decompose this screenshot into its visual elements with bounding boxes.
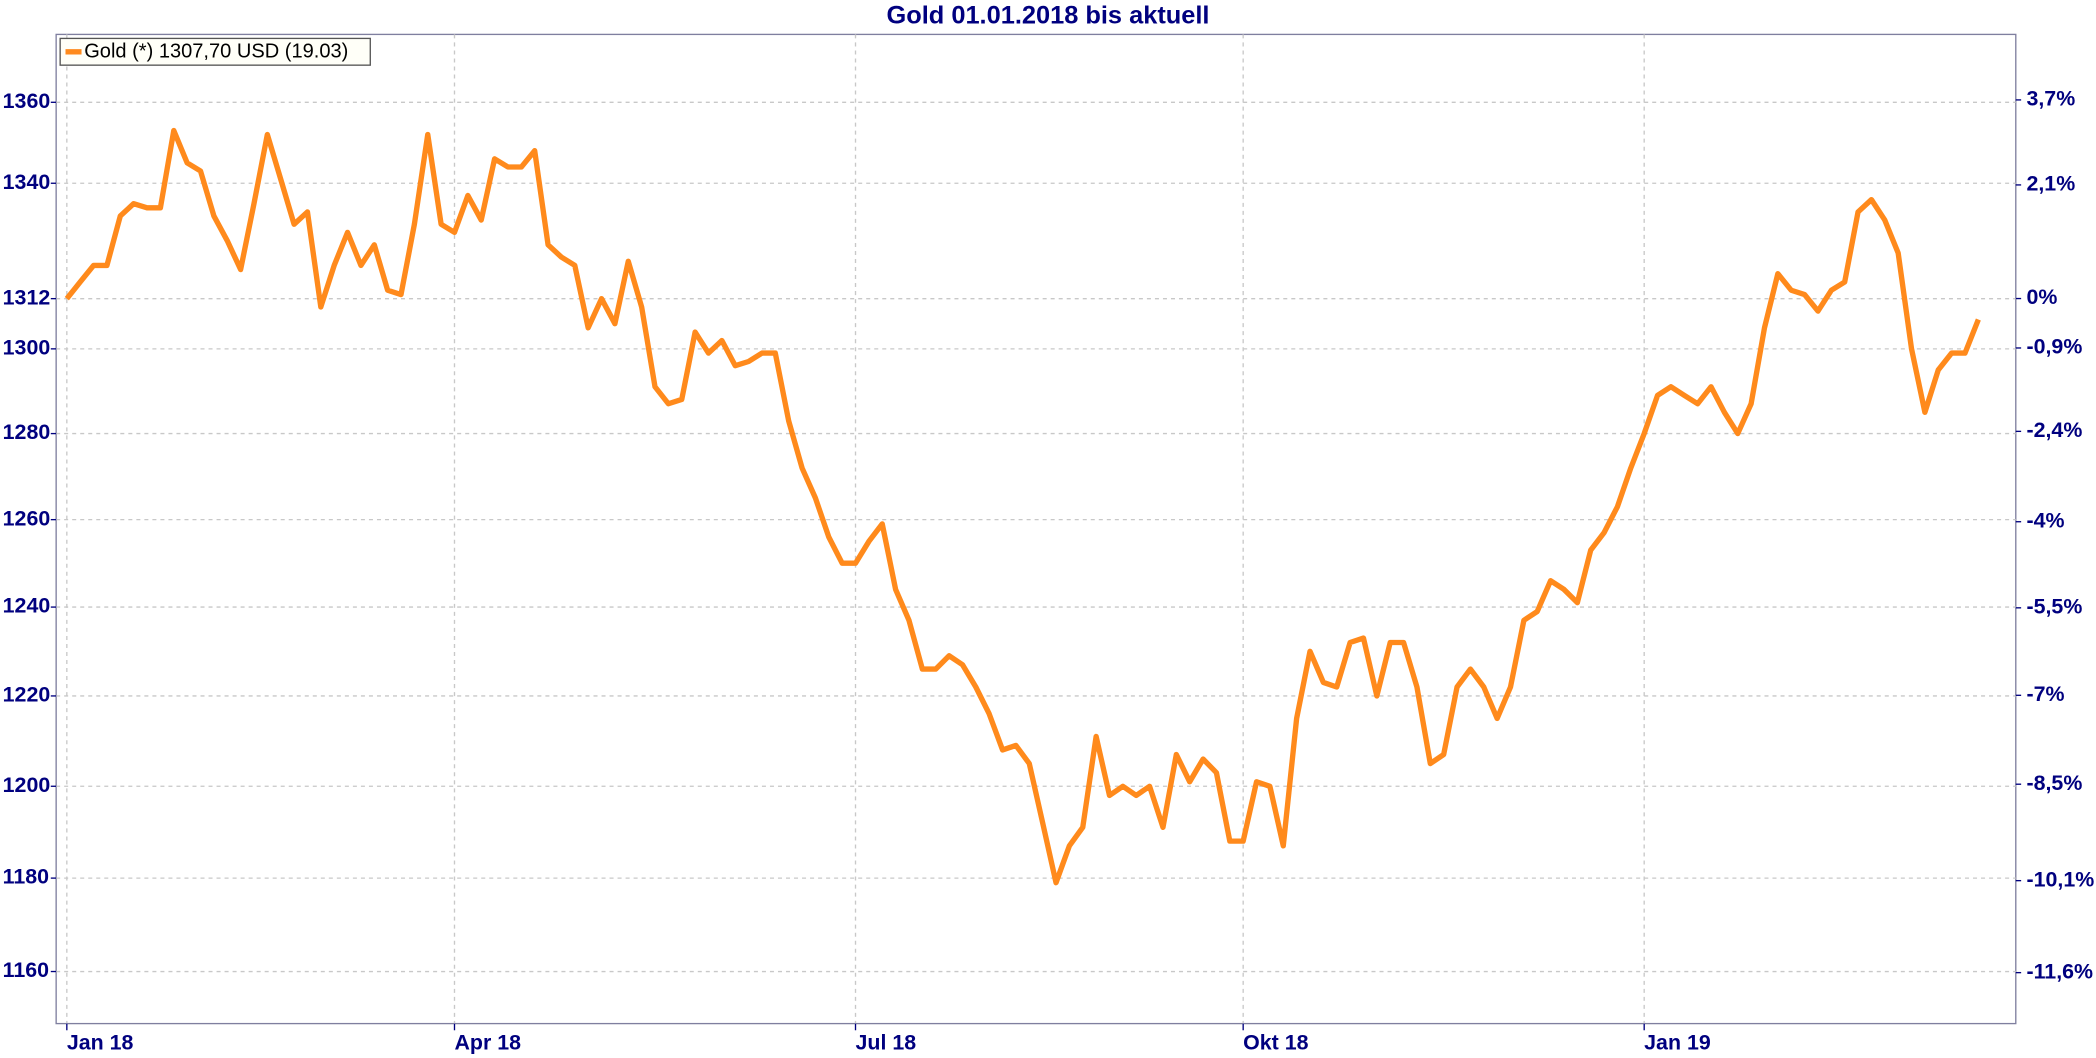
y2-tick-label: -10,1%: [2026, 867, 2094, 891]
y-tick-label: 1360: [3, 89, 51, 113]
legend-label: Gold (*) 1307,70 USD (19.03): [84, 41, 348, 63]
y-tick-label: 1160: [3, 958, 49, 982]
y-tick-label: 1200: [3, 773, 51, 797]
y2-tick-label: -0,9%: [2026, 335, 2082, 359]
x-tick-label: Jan 18: [67, 1030, 134, 1054]
plot-area: [55, 33, 2017, 1025]
legend: Gold (*) 1307,70 USD (19.03): [59, 37, 371, 66]
y-tick-label: 1300: [3, 336, 51, 360]
x-tick-label: Okt 18: [1243, 1030, 1308, 1054]
y2-tick-label: 0%: [2026, 285, 2057, 309]
y2-tick-label: -7%: [2026, 682, 2064, 706]
y-tick-label: 1260: [3, 506, 51, 530]
y2-tick-label: -4%: [2026, 508, 2064, 532]
y2-tick-label: -8,5%: [2026, 771, 2082, 795]
x-tick-label: Jul 18: [856, 1030, 917, 1054]
y-tick-label: 1180: [3, 865, 49, 889]
y2-tick-label: 3,7%: [2026, 87, 2075, 111]
y-tick-label: 1240: [3, 594, 51, 618]
x-tick-label: Jan 19: [1644, 1030, 1711, 1054]
y-tick-label: 1220: [3, 683, 51, 707]
y-tick-label: 1280: [3, 420, 51, 444]
chart-title: Gold 01.01.2018 bis aktuell: [887, 2, 1210, 30]
legend-box: [59, 37, 371, 66]
x-tick-label: Apr 18: [454, 1030, 521, 1054]
y-tick-label: 1312: [3, 285, 51, 309]
y-tick-label: 1340: [3, 170, 51, 194]
data-line: [64, 127, 1981, 886]
y2-tick-label: 2,1%: [2026, 172, 2075, 196]
y2-tick-label: -5,5%: [2026, 594, 2082, 618]
y2-tick-label: -2,4%: [2026, 418, 2082, 442]
y2-tick-label: -11,6%: [2026, 959, 2093, 983]
